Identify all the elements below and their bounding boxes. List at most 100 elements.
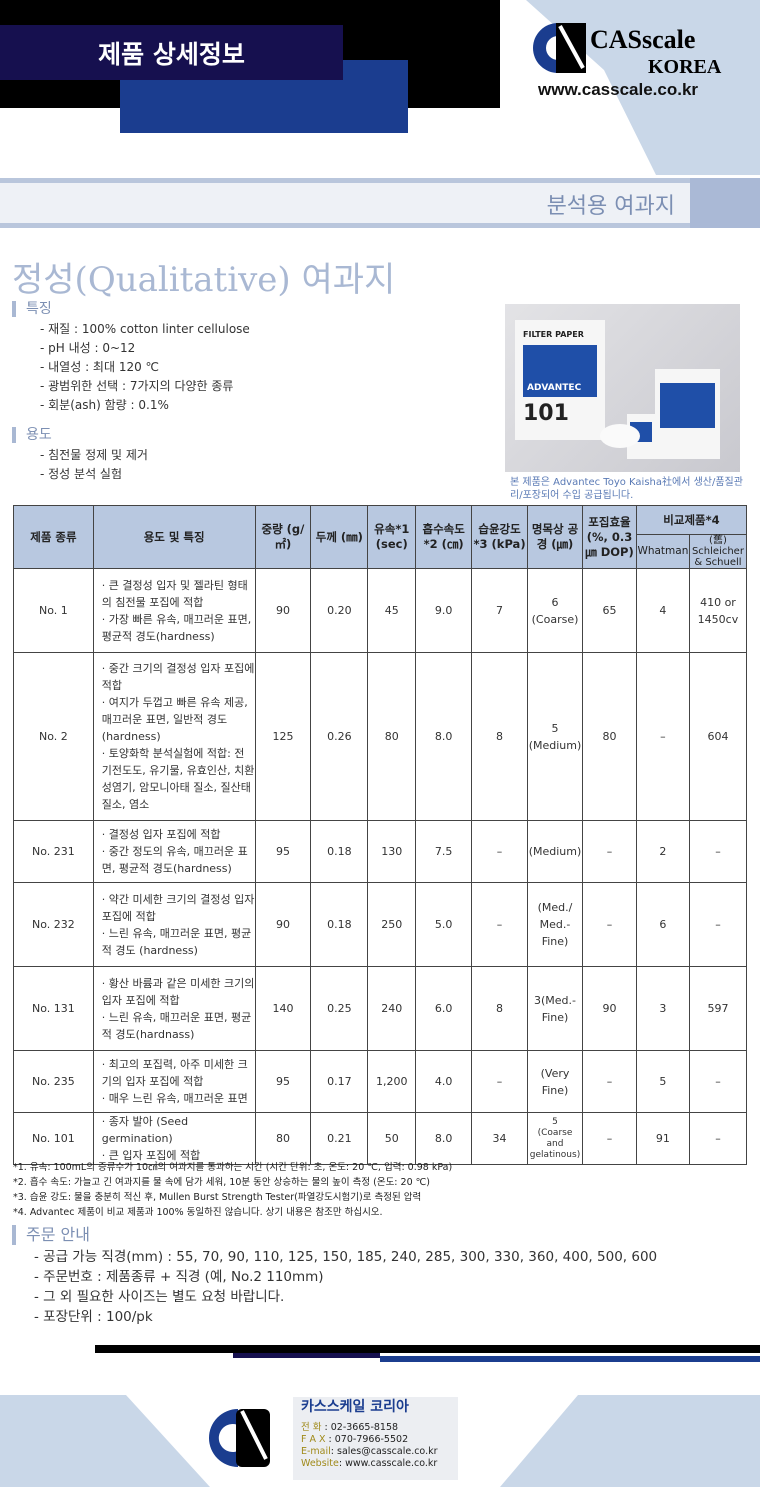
uses-heading: 용도 [12,427,250,443]
table-cell: 4.0 [415,1050,473,1113]
footnote: *1. 유속: 100mL의 증류수가 10㎠의 여과지를 통과하는 시간 (시… [13,1162,453,1173]
col-header: Whatman [635,534,690,569]
product-photo: FILTER PAPER ADVANTEC 101 [505,304,740,472]
phone-label: 전 화 [301,1422,322,1433]
table-cell: · 황산 바륨과 같은 미세한 크기의 입자 포집에 적합 · 느린 유속, 매… [92,966,256,1051]
table-cell: 597 [688,966,748,1051]
table-cell: 604 [688,652,748,821]
table-row: No. 131 · 황산 바륨과 같은 미세한 크기의 입자 포집에 적합 · 느… [13,966,748,1051]
website-link[interactable]: : www.casscale.co.kr [338,1458,438,1469]
product-name-cell: No. 101 [13,1112,94,1165]
order-heading: 주문 안내 [12,1225,657,1245]
table-cell: 80 [254,1112,312,1165]
feature-item: - 재질 : 100% cotton linter cellulose [40,322,250,336]
table-row: No. 231 · 결정성 입자 포집에 적합 · 중간 정도의 유속, 매끄러운… [13,820,748,883]
order-item: - 그 외 필요한 사이즈는 별도 요청 바랍니다. [34,1289,285,1305]
website-url[interactable]: www.casscale.co.kr [538,80,699,99]
table-cell: 410 or 1450cv [688,568,748,653]
phone-value: : 02-3665-8158 [324,1422,399,1433]
footnotes: *1. 유속: 100mL의 증류수가 10㎠의 여과지를 통과하는 시간 (시… [13,1160,452,1220]
table-cell: 7 [471,568,529,653]
table-cell: 0.18 [310,882,369,967]
product-name-cell: No. 2 [13,652,94,821]
table-cell: 0.18 [310,820,369,883]
table-cell: 4 [635,568,690,653]
table-cell: · 결정성 입자 포집에 적합 · 중간 정도의 유속, 매끄러운 표면, 평균… [92,820,256,883]
table-cell: 50 [367,1112,417,1165]
col-header: 습윤강도*3 (kPa) [471,505,529,569]
table-cell: 1,200 [367,1050,417,1113]
decorative-shape [0,1395,210,1487]
feature-item: - pH 내성 : 0~12 [40,341,136,355]
photo-brand: ADVANTEC [523,345,597,397]
feature-item: - 광범위한 선택 : 7가지의 다양한 종류 [40,379,234,393]
contact-card: 카스스케일 코리아 전 화 : 02-3665-8158 F A X : 070… [293,1397,458,1480]
email-label: E-mail [301,1446,331,1457]
feature-item: - 회분(ash) 함량 : 0.1% [40,398,169,412]
product-name-cell: No. 232 [13,882,94,967]
table-cell: – [471,820,529,883]
category-band-square [690,178,760,228]
table-cell: (Medium) [527,820,583,883]
table-cell: – [688,820,748,883]
table-cell: – [582,882,637,967]
page-title: 정성(Qualitative) 여과지 [12,260,396,300]
col-header: (舊) Schleicher & Schuell [688,534,748,569]
table-cell: 65 [582,568,637,653]
svg-text:CASscale: CASscale [590,25,695,54]
table-cell: · 중간 크기의 결정성 입자 포집에 적합 · 여지가 두껍고 빠른 유속 제… [92,652,256,821]
table-cell: 9.0 [415,568,473,653]
table-cell: – [688,1050,748,1113]
col-header: 용도 및 특징 [92,505,256,569]
table-cell: 8 [471,966,529,1051]
table-cell: · 큰 결정성 입자 및 젤라틴 형태의 침전물 포집에 적합 · 가장 빠른 … [92,568,256,653]
table-cell: 2 [635,820,690,883]
table-cell: – [582,820,637,883]
table-cell: 6 (Coarse) [527,568,583,653]
table-cell: 95 [254,820,312,883]
table-cell: 250 [367,882,417,967]
table-cell: · 종자 발아 (Seed germination) · 큰 입자 포집에 적합 [92,1112,256,1165]
table-cell: – [582,1050,637,1113]
col-header: 중량 (g/㎡) [254,505,312,569]
decorative-shape [500,1395,760,1487]
footnote: *2. 흡수 속도: 가늘고 긴 여과지를 물 속에 담가 세워, 10분 동안… [13,1177,431,1188]
photo-number: 101 [523,401,569,426]
category-label: 분석용 여과지 [546,194,675,219]
table-cell: 90 [254,882,312,967]
svg-text:KOREA: KOREA [648,56,722,78]
email-link[interactable]: : sales@casscale.co.kr [330,1446,438,1457]
footer-logo [208,1409,270,1467]
table-cell: · 약간 미세한 크기의 결정성 입자 포집에 적합 · 느린 유속, 매끄러운… [92,882,256,967]
table-row: No. 2 · 중간 크기의 결정성 입자 포집에 적합 · 여지가 두껍고 빠른… [13,652,748,821]
casscale-logo: CASscale KOREA [533,23,722,78]
use-item: - 정성 분석 실험 [40,467,123,481]
table-row: No. 101 · 종자 발아 (Seed germination) · 큰 입자… [13,1112,748,1165]
category-band [0,178,760,228]
footnote: *3. 습윤 강도: 물을 충분히 적신 후, Mullen Burst Str… [13,1192,422,1203]
table-cell: 0.17 [310,1050,369,1113]
table-cell: 0.21 [310,1112,369,1165]
table-cell: 140 [254,966,312,1051]
photo-caption: 본 제품은 Advantec Toyo Kaisha社에서 생산/품질관리/포장… [510,477,743,501]
footer-divider-blue [380,1356,760,1362]
feature-item: - 내열성 : 최대 120 ℃ [40,360,160,374]
table-cell: 80 [582,652,637,821]
table-cell: 6 [635,882,690,967]
order-item: - 공급 가능 직경(mm) : 55, 70, 90, 110, 125, 1… [34,1249,658,1265]
footer-divider-navy [233,1353,380,1358]
table-row: No. 1 · 큰 결정성 입자 및 젤라틴 형태의 침전물 포집에 적합 · 가… [13,568,748,653]
table-cell: 130 [367,820,417,883]
table-row: No. 235 · 최고의 포집력, 아주 미세한 크기의 입자 포집에 적합 ·… [13,1050,748,1113]
table-cell: (Very Fine) [527,1050,583,1113]
table-cell: 90 [254,568,312,653]
table-cell: 7.5 [415,820,473,883]
table-cell: 80 [367,652,417,821]
company-name: 카스스케일 코리아 [301,1399,409,1415]
product-name-cell: No. 231 [13,820,94,883]
table-row: No. 232 · 약간 미세한 크기의 결정성 입자 포집에 적합 · 느린 유… [13,882,748,967]
spec-table: 제품 종류 용도 및 특징 중량 (g/㎡) 두께 (㎜) 유속*1 (sec)… [13,505,748,1165]
page-header-title: 제품 상세정보 [0,25,343,80]
table-cell: – [688,882,748,967]
table-cell: 0.25 [310,966,369,1051]
